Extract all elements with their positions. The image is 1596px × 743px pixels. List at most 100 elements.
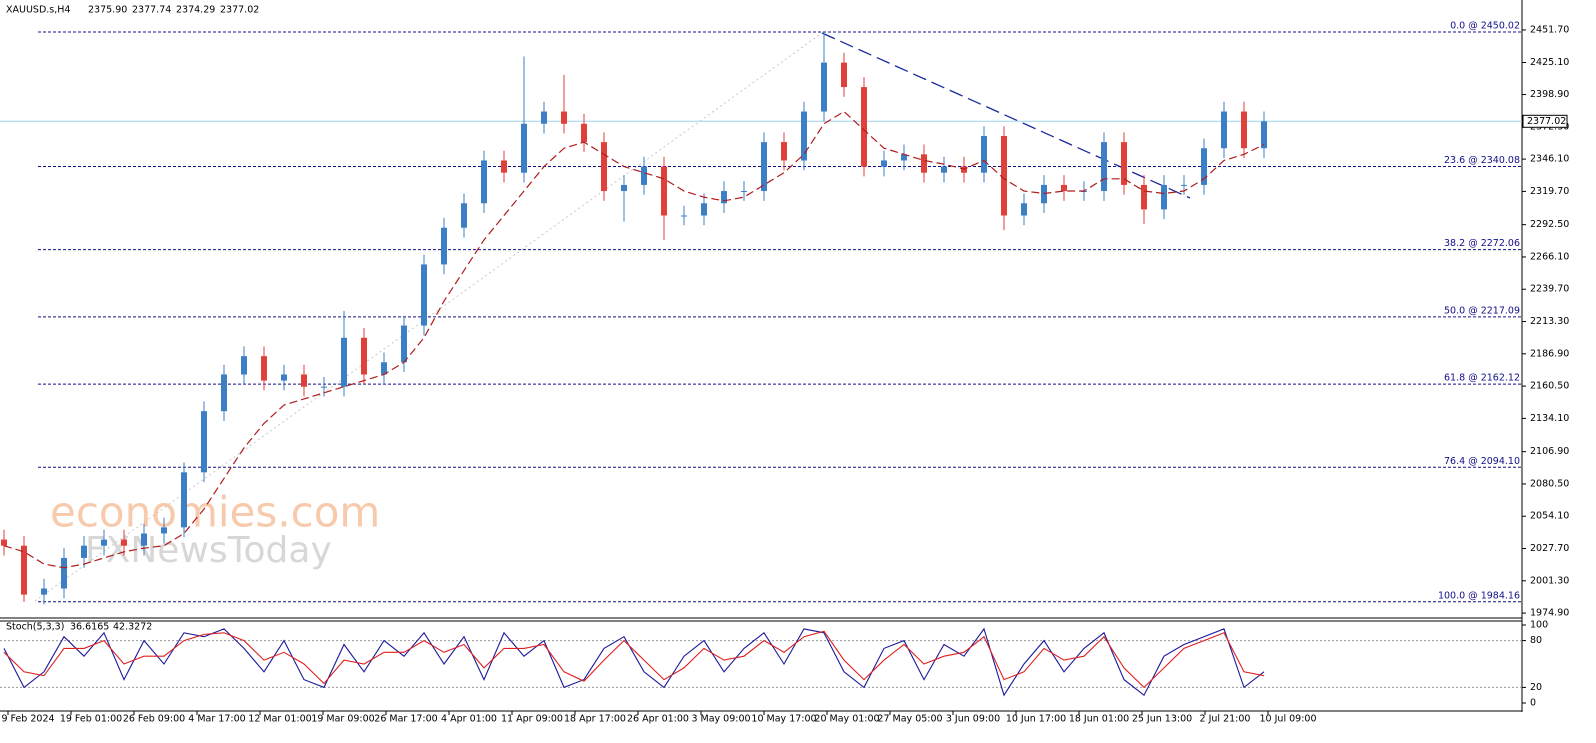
x-tick-label: 4 Apr 01:00 (441, 714, 497, 725)
x-tick-label: 4 Mar 17:00 (188, 714, 245, 725)
candle-body (1, 539, 7, 546)
y-tick-label: 20 (1530, 682, 1542, 693)
indicator-title: Stoch(5,3,3) (6, 622, 64, 633)
candle-body (101, 539, 107, 546)
candle-body (481, 160, 487, 204)
candle-body (41, 588, 47, 595)
candle-body (701, 203, 707, 216)
candle-body (641, 166, 647, 185)
candle-body (501, 160, 507, 173)
trendline (821, 32, 1191, 199)
x-tick-label: 20 May 01:00 (814, 714, 879, 725)
candle-body (621, 184, 627, 192)
candle-body (521, 123, 527, 173)
candle-body (1121, 142, 1127, 185)
x-tick-label: 2 Jul 21:00 (1200, 714, 1251, 725)
candle-body (661, 166, 667, 216)
candle-body (201, 411, 207, 473)
y-tick-label: 2292.50 (1530, 219, 1569, 230)
candle-body (1201, 148, 1207, 185)
candle-body (81, 545, 87, 558)
fib-label: 38.2 @ 2272.06 (1444, 238, 1520, 249)
candle-body (781, 142, 787, 161)
fib-label: 61.8 @ 2162.12 (1444, 373, 1520, 384)
y-tick-label: 0 (1530, 698, 1536, 709)
candle-body (721, 191, 727, 204)
fib-label: 100.0 @ 1984.16 (1438, 590, 1520, 601)
candle-body (401, 325, 407, 363)
x-tick-label: 12 Mar 01:00 (248, 714, 311, 725)
candle-body (841, 62, 847, 88)
candle-body (801, 111, 807, 161)
candle-body (461, 203, 467, 228)
candle-body (1141, 184, 1147, 210)
stoch-line (3, 627, 1265, 697)
candle-body (561, 111, 567, 124)
candle-body (681, 215, 687, 217)
candle-body (361, 337, 367, 375)
y-tick-label: 2346.10 (1530, 154, 1569, 165)
candle-body (281, 374, 287, 381)
current-price-box (1522, 114, 1568, 128)
candle-body (881, 160, 887, 167)
x-tick-label: 27 May 05:00 (877, 714, 942, 725)
candle-body (1021, 203, 1027, 216)
candle-body (421, 264, 427, 326)
candle-body (261, 356, 267, 381)
x-tick-label: 18 Apr 17:00 (564, 714, 626, 725)
candle-body (581, 123, 587, 143)
candle-body (601, 142, 607, 192)
candle-body (1041, 184, 1047, 204)
y-tick-label: 2080.50 (1530, 478, 1569, 489)
candle-body (821, 62, 827, 112)
y-tick-label: 2160.50 (1530, 381, 1569, 392)
candle-body (221, 374, 227, 412)
candle-body (981, 135, 987, 173)
watermark: economies.com (50, 488, 380, 537)
fib-label: 23.6 @ 2340.08 (1444, 155, 1520, 166)
candle-body (121, 539, 127, 546)
ohlc-reading: 2375.90 (88, 5, 127, 16)
candle-body (1261, 121, 1267, 149)
y-tick-label: 2425.10 (1530, 57, 1569, 68)
x-tick-label: 26 Feb 09:00 (123, 714, 185, 725)
candle-body (541, 111, 547, 124)
watermark: FXNewsToday (85, 530, 332, 571)
candle-body (21, 545, 27, 595)
indicator-reading: 42.3272 (113, 622, 152, 633)
x-tick-label: 9 Feb 2024 (1, 714, 54, 725)
y-tick-label: 80 (1530, 635, 1542, 646)
candle-body (1221, 111, 1227, 149)
candle-body (761, 142, 767, 192)
y-tick-label: 2054.10 (1530, 511, 1569, 522)
x-tick-label: 25 Jun 13:00 (1132, 714, 1192, 725)
candle-body (1001, 135, 1007, 216)
moving-average (3, 110, 1265, 569)
candle-body (921, 154, 927, 173)
candle-body (1161, 184, 1167, 210)
candle-body (181, 472, 187, 528)
indicator-reading: 36.6165 (70, 622, 109, 633)
x-tick-label: 26 Mar 17:00 (374, 714, 437, 725)
y-tick-label: 2398.90 (1530, 89, 1569, 100)
candle-body (381, 362, 387, 375)
current-price-label: 2377.02 (1527, 116, 1566, 127)
x-tick-label: 10 Jun 17:00 (1006, 714, 1066, 725)
candle-body (341, 337, 347, 387)
candle-body (1101, 142, 1107, 192)
y-tick-label: 2186.90 (1530, 348, 1569, 359)
x-tick-label: 19 Feb 01:00 (60, 714, 122, 725)
y-tick-label: 2001.30 (1530, 575, 1569, 586)
candle-body (741, 191, 747, 193)
y-tick-label: 1974.90 (1530, 608, 1569, 619)
candle-body (441, 227, 447, 265)
fib-label: 50.0 @ 2217.09 (1444, 305, 1520, 316)
candle-body (1241, 111, 1247, 149)
x-tick-label: 3 Jun 09:00 (946, 714, 1000, 725)
y-tick-label: 2027.70 (1530, 543, 1569, 554)
candle-body (941, 166, 947, 173)
x-tick-label: 18 Jun 01:00 (1069, 714, 1129, 725)
x-tick-label: 19 Mar 09:00 (311, 714, 374, 725)
y-tick-label: 2451.70 (1530, 24, 1569, 35)
